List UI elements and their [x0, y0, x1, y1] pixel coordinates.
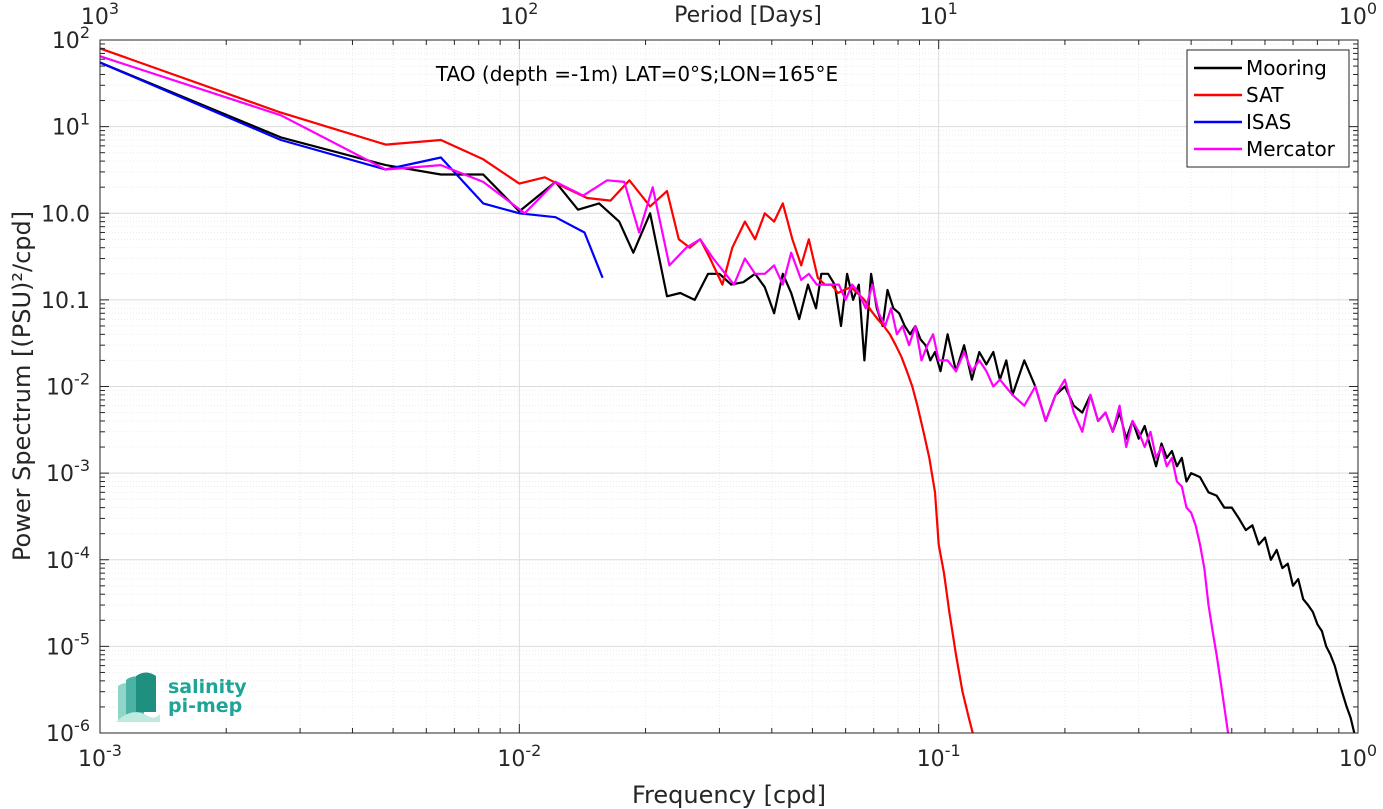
grid	[99, 40, 1358, 734]
top-x-tick-label: 102	[500, 0, 538, 30]
y-tick-label: 102	[52, 23, 90, 54]
x-tick-label: 10-2	[497, 741, 541, 772]
top-x-tick-label: 101	[920, 0, 958, 30]
y-tick-label: 10-4	[46, 543, 90, 574]
top-x-tick-label: 100	[1339, 0, 1377, 30]
top-x-axis-label: Period [Days]	[674, 3, 822, 28]
station-annotation: TAO (depth =-1m) LAT=0°S;LON=165°E	[435, 62, 838, 86]
axis-ticks	[99, 39, 1359, 734]
legend-label-isas: ISAS	[1246, 110, 1291, 134]
legend-label-sat: SAT	[1246, 83, 1284, 107]
y-tick-label: 10.1	[41, 289, 90, 314]
salinity-pimep-logo: salinity pi-mep	[116, 672, 247, 722]
series-line-isas	[100, 61, 604, 279]
y-tick-label: 10-5	[46, 629, 90, 660]
legend: Mooring SAT ISAS Mercator	[1186, 49, 1350, 168]
x-tick-label: 10-3	[78, 741, 122, 772]
series-line-sat	[100, 47, 974, 733]
x-tick-label: 100	[1339, 741, 1377, 772]
y-tick-label: 10-2	[46, 370, 90, 401]
logo-text-salinity: salinity	[168, 676, 247, 698]
top-x-tick-label: 103	[81, 0, 119, 30]
logo-text-pimep: pi-mep	[168, 695, 242, 717]
legend-label-mooring: Mooring	[1246, 56, 1327, 80]
series-line-mercator	[100, 55, 1230, 733]
y-tick-label: 10.0	[41, 202, 90, 227]
legend-box	[1186, 49, 1350, 168]
x-axis-label: Frequency [cpd]	[632, 781, 826, 809]
y-tick-label: 10-3	[46, 456, 90, 487]
legend-label-mercator: Mercator	[1246, 137, 1336, 161]
y-tick-label: 101	[52, 110, 90, 141]
series-layer	[100, 47, 1356, 733]
y-axis-label: Power Spectrum [(PSU)²/cpd]	[8, 211, 36, 561]
y-tick-label: 10-6	[46, 716, 90, 747]
x-tick-label: 10-1	[917, 741, 961, 772]
wave-logo-icon	[116, 672, 160, 722]
